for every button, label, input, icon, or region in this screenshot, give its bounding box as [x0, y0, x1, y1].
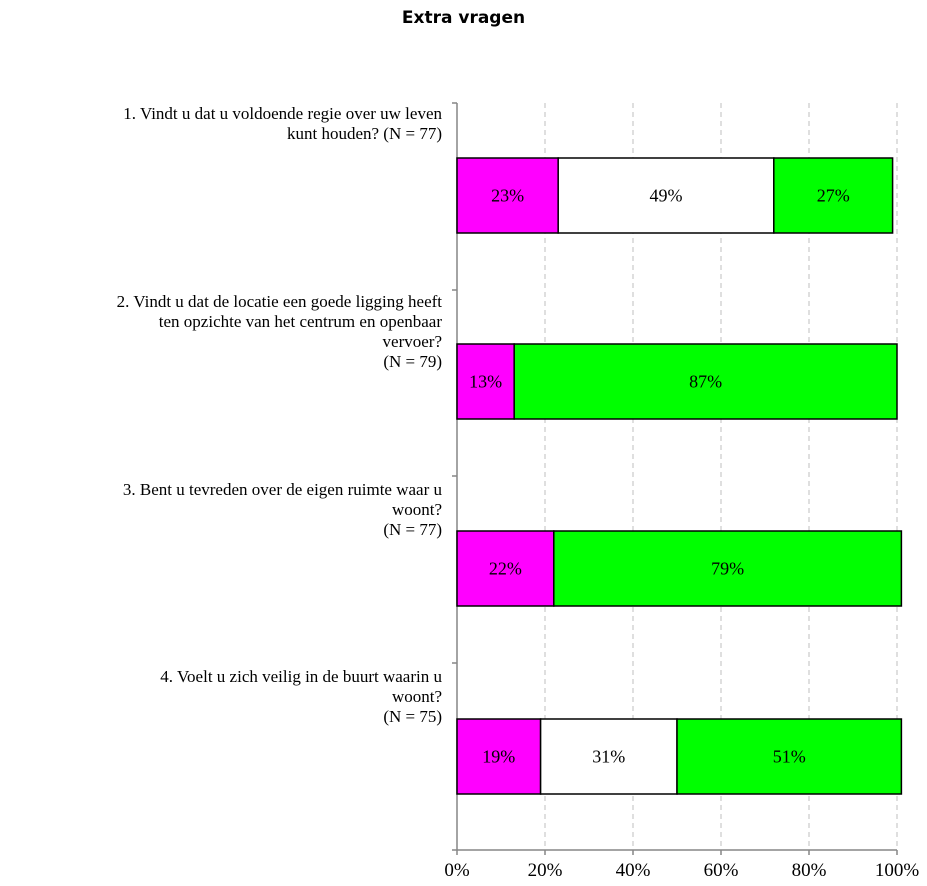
- data-label: 19%: [482, 747, 515, 767]
- x-tick-label: 60%: [704, 860, 739, 881]
- data-label: 13%: [469, 372, 502, 392]
- category-label-line: (N = 77): [383, 520, 442, 539]
- bar-segment: [456, 157, 559, 234]
- category-label-line: (N = 79): [383, 352, 442, 371]
- data-label: 27%: [817, 186, 850, 206]
- data-label: 23%: [491, 186, 524, 206]
- category-label: 4. Voelt u zich veilig in de buurt waari…: [10, 667, 442, 727]
- bar-segment: [676, 718, 903, 795]
- category-label-line: kunt houden? (N = 77): [286, 124, 442, 143]
- bar-segment: [557, 157, 775, 234]
- bar-segment: [553, 530, 903, 607]
- category-label-line: 4. Voelt u zich veilig in de buurt waari…: [160, 667, 442, 686]
- x-tick-label: 40%: [616, 860, 651, 881]
- category-label-line: 1. Vindt u dat u voldoende regie over uw…: [123, 104, 442, 123]
- data-label: 31%: [592, 747, 625, 767]
- data-label: 87%: [689, 372, 722, 392]
- category-label-line: 2. Vindt u dat de locatie een goede ligg…: [116, 292, 442, 311]
- category-label-line: vervoer?: [382, 332, 442, 351]
- chart-title: Extra vragen: [401, 8, 526, 28]
- category-label: 2. Vindt u dat de locatie een goede ligg…: [10, 292, 442, 372]
- x-tick-label: 80%: [792, 860, 827, 881]
- bar-segment: [456, 718, 542, 795]
- data-label: 79%: [711, 559, 744, 579]
- category-label-line: 3. Bent u tevreden over de eigen ruimte …: [122, 480, 442, 499]
- x-tick-label: 0%: [444, 860, 470, 881]
- data-label: 51%: [773, 747, 806, 767]
- bar-segment: [773, 157, 894, 234]
- x-tick-label: 20%: [528, 860, 563, 881]
- data-label: 22%: [489, 559, 522, 579]
- bar-segment: [539, 718, 678, 795]
- category-label: 1. Vindt u dat u voldoende regie over uw…: [10, 104, 442, 144]
- category-label: 3. Bent u tevreden over de eigen ruimte …: [10, 480, 442, 540]
- category-label-line: woont?: [391, 687, 442, 706]
- bar-segment: [456, 530, 555, 607]
- category-label-line: woont?: [391, 500, 442, 519]
- category-label-line: (N = 75): [383, 707, 442, 726]
- x-tick-label: 100%: [875, 860, 920, 881]
- bar-segment: [513, 343, 898, 420]
- category-label-line: ten opzichte van het centrum en openbaar: [158, 312, 442, 331]
- data-label: 49%: [650, 186, 683, 206]
